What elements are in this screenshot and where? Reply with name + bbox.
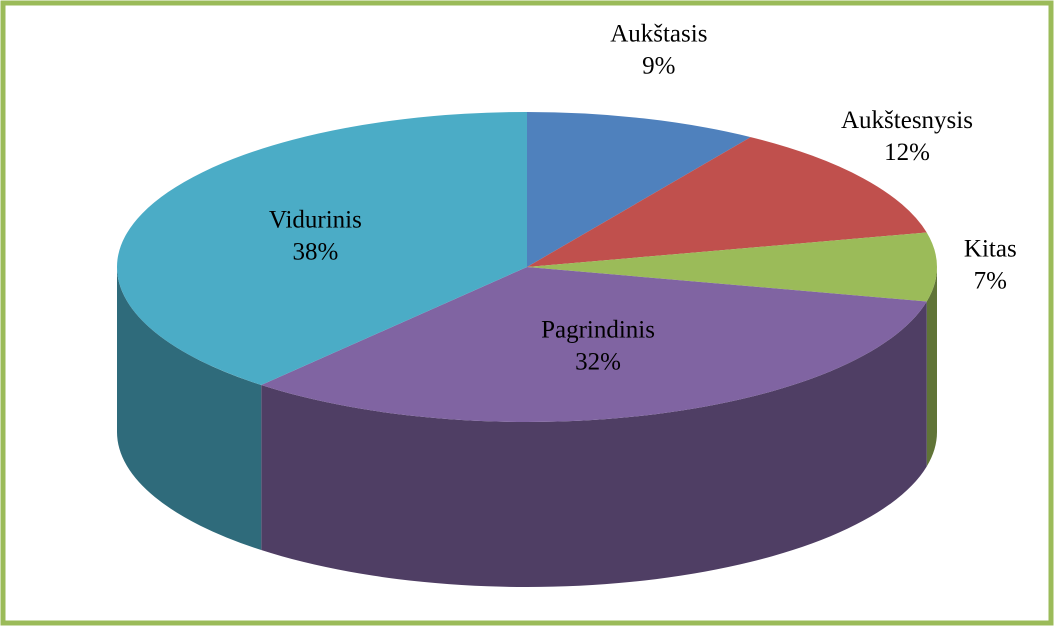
slice-value-label: 38%	[292, 238, 338, 265]
slice	[117, 112, 527, 386]
slice-value-label: 32%	[575, 349, 621, 376]
slice-side	[261, 301, 927, 587]
slice	[527, 112, 751, 267]
slice-label: Vidurinis	[269, 206, 362, 233]
slice-value-label: 7%	[974, 268, 1007, 295]
slice-side	[926, 267, 937, 467]
slice	[261, 267, 927, 422]
slice-label: Aukštasis	[610, 20, 707, 47]
slice-value-label: 12%	[884, 139, 930, 166]
slice	[527, 137, 927, 267]
slice-value-label: 9%	[642, 52, 675, 79]
slice	[527, 232, 937, 302]
slice-label: Kitas	[964, 236, 1017, 263]
slice-label: Aukštesnysis	[841, 107, 973, 134]
slice-label: Pagrindinis	[541, 317, 655, 344]
slice-side	[116, 267, 262, 551]
